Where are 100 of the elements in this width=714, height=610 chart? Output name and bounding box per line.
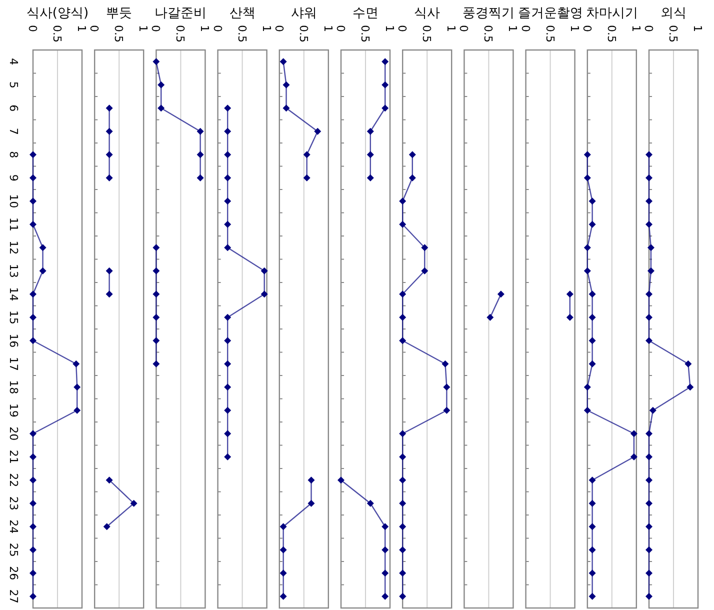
point — [421, 267, 428, 274]
y-tick-label: 22 — [7, 473, 20, 488]
chart-title: 나갈준비 — [154, 6, 207, 21]
chart-title: 뿌듯 — [106, 6, 132, 21]
chart-title: 식사(양식) — [26, 6, 89, 21]
point — [30, 337, 36, 344]
y-tick-label: 26 — [7, 566, 20, 580]
chart-title: 샤워 — [290, 6, 317, 21]
point — [646, 500, 652, 507]
x-tick-label: 0 — [26, 25, 39, 32]
y-tick-label: 17 — [7, 356, 20, 371]
point — [646, 198, 652, 205]
x-tick-label: 0.5 — [604, 25, 618, 42]
y-tick-label: 27 — [7, 589, 20, 604]
point — [399, 546, 406, 554]
point — [399, 453, 406, 460]
y-tick-label: 14 — [7, 287, 20, 302]
chart-title: 차마시기 — [586, 6, 638, 21]
point — [443, 384, 450, 391]
point — [399, 290, 406, 298]
point — [443, 406, 450, 414]
point — [421, 244, 428, 252]
point — [399, 314, 406, 321]
x-tick-label: 1 — [568, 25, 581, 32]
point — [399, 430, 406, 438]
point — [30, 290, 36, 298]
point — [303, 174, 310, 182]
x-tick-label: 0.5 — [50, 25, 64, 42]
x-tick-label: 0 — [149, 25, 162, 32]
point — [308, 500, 315, 507]
x-tick-label: 0.5 — [296, 25, 310, 42]
chart-title: 산책 — [229, 6, 256, 21]
x-tick-label: 1 — [444, 25, 458, 32]
y-tick-label: 8 — [7, 151, 20, 158]
point — [30, 500, 36, 507]
point — [686, 384, 694, 391]
y-tick-label: 15 — [7, 310, 20, 324]
point — [646, 174, 652, 182]
point — [74, 384, 81, 391]
x-tick-label: 0 — [642, 25, 655, 32]
point — [399, 570, 406, 577]
x-tick-label: 0.5 — [543, 25, 556, 42]
x-tick-label: 0.5 — [482, 25, 495, 42]
x-tick-label: 0 — [518, 25, 532, 32]
point — [30, 198, 36, 205]
point — [647, 244, 654, 252]
y-tick-label: 13 — [7, 264, 20, 278]
x-tick-label: 0.5 — [112, 25, 126, 42]
point — [314, 128, 322, 135]
point — [646, 476, 652, 484]
x-tick-label: 1 — [136, 25, 150, 32]
chart-title: 외식 — [660, 6, 686, 21]
point — [646, 592, 652, 600]
point — [399, 500, 406, 507]
x-tick-label: 1 — [260, 25, 273, 32]
point — [39, 244, 46, 252]
point — [280, 570, 287, 577]
point — [280, 592, 287, 600]
chart-title: 즐거운촬영 — [518, 6, 583, 21]
point — [442, 360, 449, 368]
point — [280, 546, 287, 554]
x-tick-label: 0.5 — [420, 25, 434, 42]
point — [646, 453, 652, 460]
point — [30, 546, 36, 554]
point — [408, 174, 416, 182]
point — [399, 476, 406, 484]
y-tick-label: 25 — [7, 542, 20, 557]
x-tick-label: 1 — [383, 25, 396, 32]
y-tick-label: 24 — [7, 520, 20, 534]
chart-title: 수면 — [352, 6, 378, 21]
point — [684, 360, 692, 368]
point — [30, 151, 36, 158]
x-tick-label: 1 — [629, 25, 642, 32]
x-tick-label: 0 — [457, 25, 470, 32]
point — [30, 476, 36, 484]
point — [646, 220, 652, 228]
x-tick-label: 0 — [580, 25, 594, 32]
y-tick-label: 10 — [7, 194, 20, 208]
y-tick-label: 9 — [7, 174, 20, 182]
point — [39, 267, 46, 274]
y-tick-label: 23 — [7, 496, 20, 510]
x-tick-label: 1 — [198, 25, 212, 32]
point — [303, 151, 310, 158]
y-tick-label: 21 — [7, 450, 20, 464]
point — [399, 198, 406, 205]
point — [308, 476, 315, 484]
point — [72, 360, 80, 368]
point — [646, 290, 652, 298]
point — [30, 220, 36, 228]
y-tick-label: 18 — [7, 380, 20, 394]
point — [30, 430, 36, 438]
point — [649, 406, 656, 414]
x-tick-label: 0 — [396, 25, 409, 32]
point — [399, 220, 406, 228]
point — [280, 58, 287, 66]
y-tick-label: 11 — [7, 217, 20, 232]
y-tick-label: 16 — [7, 334, 20, 348]
x-tick-label: 0 — [88, 25, 101, 32]
point — [30, 570, 36, 577]
point — [399, 337, 406, 344]
